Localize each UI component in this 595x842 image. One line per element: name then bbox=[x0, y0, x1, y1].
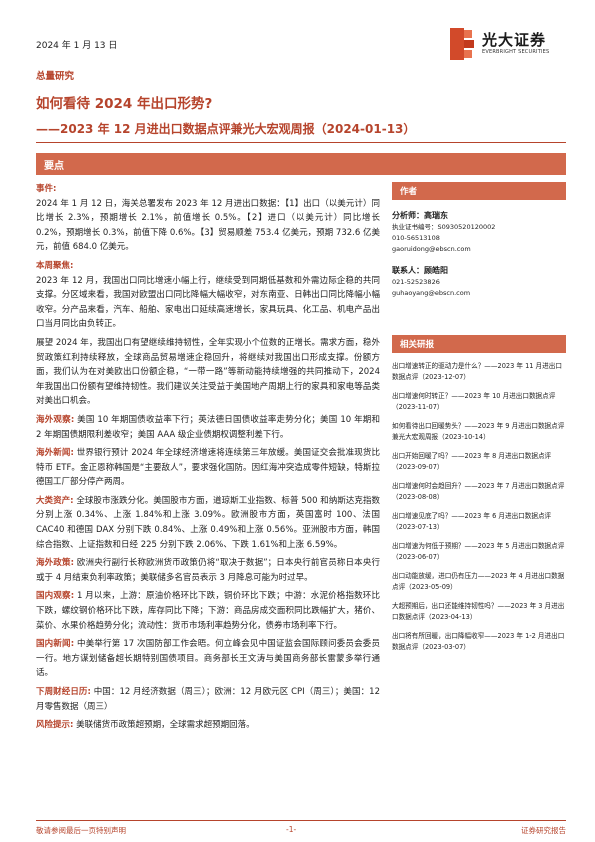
related-report-link[interactable]: 出口增速何时会趋回升？——2023 年 7 月进出口数据点评（2023-08-0… bbox=[392, 482, 565, 501]
paragraph-text: 美联储货币政策超预期，全球需求超预期回落。 bbox=[73, 720, 255, 731]
paragraph-text: 世界银行预计 2024 年全球经济增速将连续第三年放缓。美国证交会批准现货比特币… bbox=[36, 448, 380, 488]
analyst-card: 分析师：高瑞东执业证书编号：S0930520120002 010-56513108… bbox=[392, 210, 566, 255]
main-paragraph: 海外政策: 欧洲央行副行长称欧洲货币政策仍将“取决于数据”；日本央行前官员称日本… bbox=[36, 556, 380, 585]
main-paragraph: 风险提示: 美联储货币政策超预期，全球需求超预期回落。 bbox=[36, 718, 380, 733]
related-reports-list: 出口增速转正的驱动力是什么？——2023 年 11 月进出口数据点评（2023-… bbox=[392, 361, 566, 653]
related-report-link[interactable]: 出口增速何时转正？——2023 年 10 月进出口数据点评（2023-11-07… bbox=[392, 392, 556, 411]
main-paragraph: 2024 年 1 月 12 日，海关总署发布 2023 年 12 月进出口数据：… bbox=[36, 197, 380, 255]
analyst-contact-line: 021-52523826 bbox=[392, 278, 440, 286]
brand-subtitle: EVERBRIGHT SECURITIES bbox=[482, 49, 550, 55]
paragraph-text: 2024 年 1 月 12 日，海关总署发布 2023 年 12 月进出口数据：… bbox=[36, 198, 380, 253]
section-label: 大类资产: bbox=[36, 495, 74, 506]
related-report-link[interactable]: 出口增速转正的驱动力是什么？——2023 年 11 月进出口数据点评（2023-… bbox=[392, 362, 562, 381]
main-paragraph: 海外新闻: 世界银行预计 2024 年全球经济增速将连续第三年放缓。美国证交会批… bbox=[36, 446, 380, 490]
related-report-link[interactable]: 出口增速为何低于预期？——2023 年 5 月进出口数据点评（2023-06-0… bbox=[392, 542, 565, 561]
related-report-link[interactable]: 大超预期后，出口还能维持韧性吗？——2023 年 3 月进出口数据点评（2023… bbox=[392, 602, 565, 621]
report-subtitle: ——2023 年 12 月进出口数据点评兼光大宏观周报（2024-01-13） bbox=[36, 122, 416, 136]
brand-logo-icon bbox=[450, 28, 474, 60]
section-label: 风险提示: bbox=[36, 720, 74, 731]
highlights-header: 要点 bbox=[36, 153, 566, 175]
main-paragraph: 国内新闻: 中美举行第 17 次国防部工作会晤。何立峰会见中国证监会国际顾问委员… bbox=[36, 637, 380, 681]
brand-name: 光大证券 bbox=[482, 31, 547, 49]
section-label: 本周聚焦: bbox=[36, 260, 74, 271]
author-header: 作者 bbox=[392, 182, 566, 200]
disclaimer-note: 敬请参阅最后一页特别声明 bbox=[36, 826, 126, 835]
main-paragraph: 事件: bbox=[36, 182, 380, 197]
section-label: 海外新闻: bbox=[36, 448, 74, 459]
analyst-list: 分析师：高瑞东执业证书编号：S0930520120002 010-56513108… bbox=[392, 210, 566, 299]
paragraph-text: 全球股市涨跌分化。美国股市方面，道琼斯工业指数、标普 500 和纳斯达克指数分别… bbox=[36, 495, 380, 550]
report-title: 如何看待 2024 年出口形势? bbox=[36, 96, 213, 112]
analyst-name: 分析师：高瑞东 bbox=[392, 211, 448, 220]
title-divider bbox=[36, 142, 566, 143]
related-report-link[interactable]: 如何看待出口回暖势头？——2023 年 9 月进出口数据点评兼光大宏观周报（20… bbox=[392, 422, 565, 441]
section-label: 海外政策: bbox=[36, 558, 75, 569]
main-paragraph: 大类资产: 全球股市涨跌分化。美国股市方面，道琼斯工业指数、标普 500 和纳斯… bbox=[36, 494, 380, 552]
paragraph-text: 中美举行第 17 次国防部工作会晤。何立峰会见中国证监会国际顾问委员会委员一行。… bbox=[36, 639, 380, 679]
related-report-link[interactable]: 出口将有所回暖，出口降幅收窄——2023 年 1-2 月进出口数据点评（2023… bbox=[392, 632, 565, 651]
analyst-contact-line: guhaoyang@ebscn.com bbox=[392, 289, 471, 297]
paragraph-text: 美国 10 年期国债收益率下行；英法德日国债收益率走势分化；美国 10 年期和 … bbox=[36, 414, 380, 440]
analyst-contact-line: 执业证书编号：S0930520120002 bbox=[392, 223, 496, 231]
related-report-link[interactable]: 出口开始回暖了吗？——2023 年 8 月进出口数据点评（2023-09-07） bbox=[392, 452, 552, 471]
related-reports-header: 相关研报 bbox=[392, 335, 566, 353]
brand-logo: 光大证券 EVERBRIGHT SECURITIES bbox=[450, 24, 570, 64]
section-label: 国内新闻: bbox=[36, 639, 75, 650]
section-label: 海外观察: bbox=[36, 414, 75, 425]
main-content: 事件: 2024 年 1 月 12 日，海关总署发布 2023 年 12 月进出口… bbox=[36, 182, 380, 737]
paragraph-text: 中国：12 月经济数据（周三）；欧洲：12 月欧元区 CPI（周三）；美国：12… bbox=[36, 687, 380, 712]
main-paragraph: 展望 2024 年，我国出口有望继续维持韧性，全年实现小个位数的正增长。需求方面… bbox=[36, 336, 380, 409]
main-paragraph: 2023 年 12 月，我国出口同比增速小幅上行，继续受到同期低基数和外需边际企… bbox=[36, 274, 380, 332]
analyst-card: 联系人：顾皓阳 021-52523826 guhaoyang@ebscn.com bbox=[392, 265, 566, 299]
main-paragraph: 海外观察: 美国 10 年期国债收益率下行；英法德日国债收益率走势分化；美国 1… bbox=[36, 413, 380, 442]
paragraph-text: 欧洲央行副行长称欧洲货币政策仍将“取决于数据”；日本央行前官员称日本央行或于 4… bbox=[36, 558, 380, 583]
main-paragraph: 下周财经日历: 中国：12 月经济数据（周三）；欧洲：12 月欧元区 CPI（周… bbox=[36, 685, 380, 714]
section-label: 下周财经日历: bbox=[36, 687, 91, 697]
section-label: 事件: bbox=[36, 184, 57, 194]
paragraph-text: 展望 2024 年，我国出口有望继续维持韧性，全年实现小个位数的正增长。需求方面… bbox=[36, 337, 380, 407]
main-paragraph: 国内观察: 1 月以来，上游：原油价格环比下跌，铜价环比下跌；中游：水泥价格指数… bbox=[36, 589, 380, 633]
report-category: 总量研究 bbox=[36, 71, 75, 82]
report-date: 2024 年 1 月 13 日 bbox=[36, 41, 118, 51]
paragraph-text: 1 月以来，上游：原油价格环比下跌，铜价环比下跌；中游：水泥价格指数环比下跌，螺… bbox=[36, 591, 380, 631]
report-type: 证券研究报告 bbox=[521, 826, 566, 835]
main-paragraph: 本周聚焦: bbox=[36, 259, 380, 274]
page-number: -1- bbox=[286, 825, 297, 834]
sidebar: 作者 分析师：高瑞东执业证书编号：S0930520120002 010-56513… bbox=[392, 182, 566, 653]
page-footer: 敬请参阅最后一页特别声明 -1- 证券研究报告 bbox=[36, 820, 566, 836]
analyst-name: 联系人：顾皓阳 bbox=[392, 266, 448, 275]
related-report-link[interactable]: 出口动能放缓，进口仍有压力——2023 年 4 月进出口数据点评（2023-05… bbox=[392, 572, 565, 591]
analyst-contact-line: 010-56513108 bbox=[392, 234, 440, 242]
paragraph-text: 2023 年 12 月，我国出口同比增速小幅上行，继续受到同期低基数和外需边际企… bbox=[36, 275, 380, 330]
related-report-link[interactable]: 出口增速见底了吗？——2023 年 6 月进出口数据点评（2023-07-13） bbox=[392, 512, 552, 531]
section-label: 国内观察: bbox=[36, 591, 75, 602]
analyst-contact-line: gaoruidong@ebscn.com bbox=[392, 245, 471, 253]
